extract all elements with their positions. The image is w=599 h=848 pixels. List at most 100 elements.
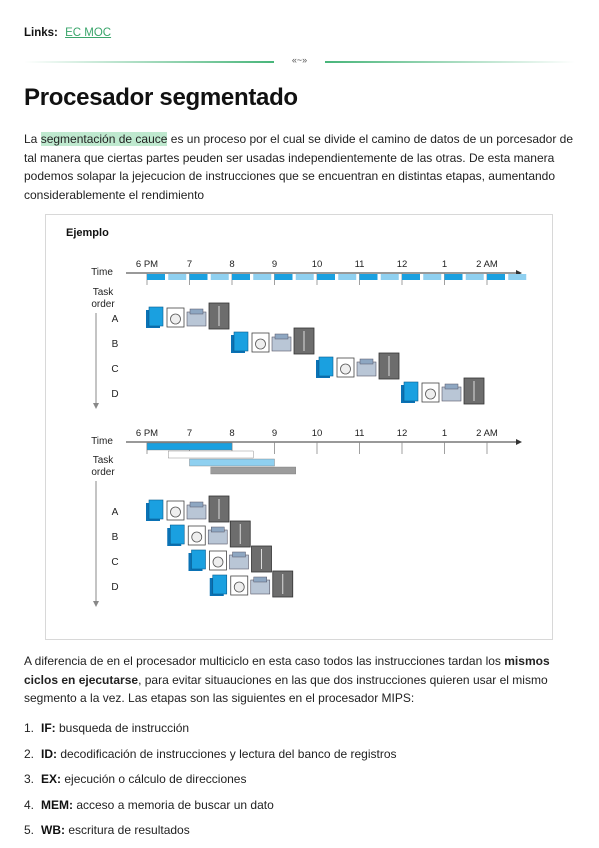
dryer-door-icon — [191, 531, 203, 543]
pipeline-period-bar — [146, 442, 233, 451]
time-tick-label: 12 — [397, 259, 408, 270]
stage-item: 5. WB: escritura de resultados — [24, 823, 190, 837]
wash-period-bar — [444, 274, 463, 280]
dry-period-bar — [210, 274, 229, 280]
time-tick-label: 6 PM — [136, 428, 158, 439]
intro-pre: La — [24, 132, 41, 146]
time-label: Time — [91, 436, 113, 447]
dryer-door-icon — [212, 556, 224, 568]
time-tick-label: 2 AM — [476, 428, 498, 439]
dry-period-bar — [423, 274, 442, 280]
task-letter: C — [111, 364, 118, 375]
page-title: Procesador segmentado — [24, 84, 298, 112]
dry-period-bar — [338, 274, 357, 280]
task-order-arrowhead — [93, 601, 99, 607]
task-letter: C — [111, 557, 118, 568]
ec-moc-link[interactable]: EC MOC — [65, 27, 112, 39]
task-letter: A — [112, 507, 119, 518]
task-letter: D — [111, 389, 118, 400]
time-tick-label: 8 — [229, 259, 234, 270]
time-tick-label: 10 — [312, 259, 323, 270]
section-divider: «~» — [24, 55, 575, 65]
task-label: Task — [93, 455, 115, 466]
task-order-arrowhead — [93, 403, 99, 409]
order-label: order — [91, 467, 115, 478]
para2-post: , para evitar situauciones en las que do… — [24, 672, 548, 706]
links-label: Links: — [24, 27, 58, 39]
time-tick-label: 7 — [187, 428, 192, 439]
para2-pre: A diferencia de en el procesador multici… — [24, 654, 505, 668]
wash-period-bar — [317, 274, 335, 280]
time-tick-label: 8 — [229, 428, 234, 439]
second-paragraph: A diferencia de en el procesador multici… — [24, 652, 577, 708]
washer-icon — [191, 549, 206, 570]
time-tick-label: 6 PM — [136, 259, 158, 270]
stage-item: 3. EX: ejecución o cálculo de direcciones — [24, 772, 247, 786]
dryer-door-icon — [425, 388, 436, 400]
dry-period-bar — [380, 274, 399, 280]
dryer-door-icon — [170, 506, 181, 518]
time-axis-arrow — [516, 439, 522, 445]
wash-period-bar — [487, 274, 505, 280]
pipeline-figure: Ejemplo Time 6 PM 7 8 9 10 11 12 1 2 AM Task order A… — [45, 214, 553, 640]
stage-item: 4. MEM: acceso a memoria de buscar un dat… — [24, 797, 274, 812]
divider-line-left — [24, 61, 274, 63]
folded-clothes-icon — [189, 308, 204, 315]
washer-icon — [148, 499, 164, 520]
pipeline-period-bar — [210, 466, 296, 475]
dry-period-bar — [465, 274, 484, 280]
dryer-door-icon — [255, 338, 266, 350]
task-letter: D — [111, 582, 118, 593]
washer-icon — [318, 356, 334, 377]
links-line: Links: EC MOC — [24, 27, 111, 39]
folded-clothes-icon — [253, 576, 267, 583]
dry-period-bar — [508, 274, 527, 280]
task-letter: A — [112, 314, 119, 325]
folded-clothes-icon — [359, 358, 374, 365]
folded-clothes-icon — [274, 333, 289, 340]
time-tick-label: 7 — [187, 259, 192, 270]
dry-period-bar — [295, 274, 314, 280]
intro-paragraph: La segmentación de cauce es un proceso p… — [24, 130, 577, 204]
dryer-door-icon — [170, 313, 181, 325]
para2-bold: mismos ciclos en ejecutarse — [24, 654, 550, 687]
wash-period-bar — [232, 274, 250, 280]
task-letter: B — [112, 532, 119, 543]
time-tick-label: 9 — [272, 259, 277, 270]
time-tick-label: 10 — [312, 428, 323, 439]
folded-clothes-icon — [444, 383, 459, 390]
washer-icon — [169, 524, 185, 545]
folded-clothes-icon — [232, 551, 246, 558]
divider-ornament: «~» — [291, 55, 308, 65]
time-tick-label: 1 — [442, 259, 447, 270]
divider-line-right — [325, 61, 575, 63]
time-tick-label: 11 — [355, 259, 365, 270]
wash-period-bar — [147, 274, 165, 280]
time-tick-label: 2 AM — [476, 259, 498, 270]
dry-period-bar — [253, 274, 272, 280]
washer-icon — [148, 306, 164, 327]
dryer-door-icon — [340, 363, 351, 375]
pipeline-period-bar — [168, 450, 254, 459]
wash-period-bar — [402, 274, 420, 280]
washer-icon — [212, 574, 228, 595]
pipeline-period-bar — [189, 458, 275, 467]
dryer-door-icon — [233, 581, 245, 593]
folded-clothes-icon — [211, 526, 225, 533]
intro-highlight-term: segmentación de cauce — [40, 132, 168, 146]
stage-item: 2. ID: decodificación de instrucciones y … — [24, 746, 397, 761]
stage-item: 1. IF: busqueda de instrucción — [24, 721, 190, 735]
wash-period-bar — [359, 274, 378, 280]
folded-clothes-icon — [189, 501, 204, 508]
washer-icon — [233, 331, 249, 352]
washer-icon — [403, 381, 419, 402]
task-label: Task — [93, 287, 115, 298]
task-letter: B — [112, 339, 119, 350]
time-tick-label: 9 — [272, 428, 277, 439]
order-label: order — [91, 299, 115, 310]
dry-period-bar — [168, 274, 187, 280]
page-title-text: Procesador segmentado — [24, 84, 298, 111]
figure-title: Ejemplo — [66, 227, 109, 239]
time-tick-label: 11 — [355, 428, 365, 439]
